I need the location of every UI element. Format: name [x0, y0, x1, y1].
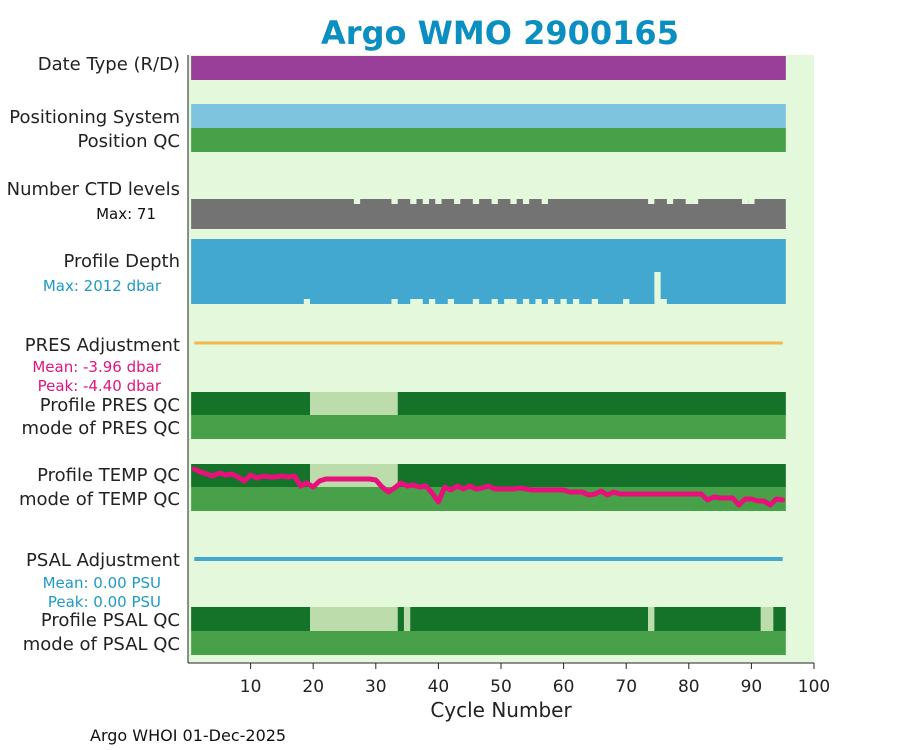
plot-area: [188, 55, 814, 663]
profile-depth-notch: [504, 299, 511, 304]
profile-depth-notch: [535, 299, 542, 304]
temp-adjustment-trace: [191, 466, 786, 508]
ctd-levels-gap: [522, 199, 530, 204]
ctd-levels-gap: [422, 199, 430, 204]
ctd-levels-gap: [391, 199, 398, 204]
profile-depth-notch: [416, 299, 423, 304]
profile-depth-notch: [623, 299, 630, 304]
ctd-levels-gap: [491, 199, 498, 204]
profile-psal-qc-segment: [397, 607, 404, 631]
profile-depth-deep-cycle: [666, 299, 674, 304]
profile-depth-notch: [591, 299, 599, 304]
row-label-positioning-system: Positioning System: [9, 107, 180, 128]
profile-depth-bar: [191, 239, 786, 299]
x-tick-label: 40: [428, 677, 450, 697]
ctd-levels-gap: [691, 199, 699, 204]
profile-depth-gap: [654, 272, 661, 299]
plot-marks: [191, 56, 786, 655]
pres-adjustment-mean: Mean: -3.96 dbar: [32, 358, 162, 376]
profile-depth-notch: [491, 299, 498, 304]
position-qc-band: [191, 128, 786, 152]
profile-depth-notch: [391, 299, 398, 304]
profile-psal-qc-segment: [410, 607, 649, 631]
profile-psal-qc-segment: [773, 607, 786, 631]
x-tick-label: 70: [615, 677, 637, 697]
row-label-mode-pres-qc: mode of PRES QC: [22, 418, 180, 439]
row-label-profile-pres-qc: Profile PRES QC: [40, 395, 180, 416]
profile-depth-max-note: Max: 2012 dbar: [43, 277, 162, 295]
ctd-levels-gap: [685, 199, 692, 204]
ctd-levels-gap: [435, 199, 442, 204]
profile-depth-notch: [572, 299, 580, 304]
ctd-levels-gap: [666, 199, 674, 204]
ctd-levels-gap: [510, 199, 517, 204]
profile-psal-qc-segment: [760, 607, 774, 631]
ctd-levels-gap: [541, 199, 548, 204]
row-label-profile-temp-qc: Profile TEMP QC: [37, 465, 180, 486]
profile-depth-deep-cycle: [648, 299, 655, 304]
ctd-levels-max-note: Max: 71: [96, 205, 156, 223]
x-axis-label: Cycle Number: [430, 698, 572, 722]
ctd-levels-gap: [353, 199, 361, 204]
ctd-levels-gap: [410, 199, 417, 204]
row-label-date-type: Date Type (R/D): [38, 54, 180, 75]
x-tick-label: 80: [678, 677, 700, 697]
profile-depth-notch: [429, 299, 436, 304]
x-tick-label: 50: [490, 677, 512, 697]
profile-depth-notch: [303, 299, 311, 304]
row-label-psal-adjustment: PSAL Adjustment: [26, 550, 180, 571]
psal-adjustment-mean: Mean: 0.00 PSU: [43, 574, 161, 592]
date-type-band: [191, 56, 786, 80]
mode-pres-qc-band: [191, 415, 786, 439]
x-tick-label: 90: [741, 677, 763, 697]
profile-depth-notch: [654, 299, 667, 304]
profile-psal-qc-segment: [403, 607, 411, 631]
profile-temp-qc-segment: [397, 464, 786, 487]
profile-psal-qc-segment: [310, 607, 398, 631]
ctd-levels-gap: [472, 199, 480, 204]
profile-depth-notch: [522, 299, 530, 304]
profile-depth-notch: [447, 299, 455, 304]
row-label-ctd-levels: Number CTD levels: [7, 179, 180, 200]
x-tick-label: 30: [365, 677, 387, 697]
row-label-pres-adjustment: PRES Adjustment: [25, 335, 180, 356]
ctd-levels-gap: [742, 199, 749, 204]
ctd-levels-gap: [454, 199, 461, 204]
pres-adjustment-peak: Peak: -4.40 dbar: [38, 377, 162, 395]
profile-psal-qc-segment: [654, 607, 761, 631]
profile-depth-notch: [510, 299, 517, 304]
mode-psal-qc-band: [191, 631, 786, 655]
profile-psal-qc-segment: [648, 607, 655, 631]
row-label-position-qc: Position QC: [77, 131, 180, 152]
profile-pres-qc-segment: [397, 392, 786, 415]
row-label-profile-depth: Profile Depth: [63, 251, 180, 272]
profile-depth-bar-base: [191, 299, 786, 304]
profile-psal-qc-segment: [191, 607, 311, 631]
x-tick-label: 10: [240, 677, 262, 697]
footer-credit: Argo WHOI 01-Dec-2025: [90, 726, 286, 745]
profile-depth-notch: [560, 299, 567, 304]
x-tick-label: 20: [302, 677, 324, 697]
x-axis-ticks: 10 20 30 40 50 60 70 80 90 100: [240, 663, 830, 697]
mode-temp-qc-band: [191, 487, 786, 511]
row-label-mode-psal-qc: mode of PSAL QC: [23, 634, 180, 655]
x-tick-label: 60: [553, 677, 575, 697]
x-tick-label: 100: [798, 677, 830, 697]
ctd-levels-gap: [748, 199, 755, 204]
profile-depth-notch: [547, 299, 555, 304]
profile-pres-qc-segment: [191, 392, 311, 415]
profile-depth-notch: [410, 299, 417, 304]
row-label-profile-psal-qc: Profile PSAL QC: [41, 610, 180, 631]
profile-temp-qc-segment: [310, 464, 398, 487]
profile-pres-qc-segment: [310, 392, 398, 415]
ctd-levels-gap: [648, 199, 655, 204]
chart-title: Argo WMO 2900165: [321, 14, 679, 52]
row-label-mode-temp-qc: mode of TEMP QC: [19, 489, 180, 510]
psal-adjustment-peak: Peak: 0.00 PSU: [48, 593, 161, 611]
profile-depth-notch: [472, 299, 480, 304]
positioning-system-band: [191, 104, 786, 128]
